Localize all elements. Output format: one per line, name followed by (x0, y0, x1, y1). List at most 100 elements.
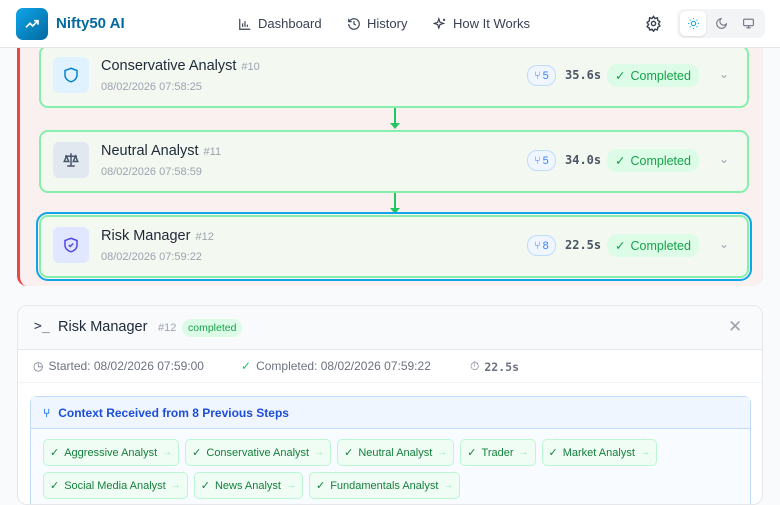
chip-label: News Analyst (214, 479, 281, 492)
terminal-icon: >_ (34, 319, 50, 334)
started-time: ◷ Started: 08/02/2026 07:59:00 (33, 359, 204, 373)
scale-icon (53, 142, 89, 178)
shield-check-icon (53, 227, 89, 263)
check-circle-icon: ✓ (344, 447, 354, 459)
theme-dark-button[interactable] (708, 11, 734, 36)
git-branch-icon: ⑂ (534, 239, 541, 252)
step-card-conservative-analyst[interactable]: Conservative Analyst #10 08/02/2026 07:58… (39, 45, 749, 108)
detail-number: #12 (158, 322, 177, 334)
context-chip[interactable]: ✓ Conservative Analyst → (185, 439, 332, 466)
context-count-badge: ⑂ 8 (527, 235, 556, 256)
status-badge: ✓ Completed (607, 64, 699, 87)
context-chips: ✓ Aggressive Analyst → ✓ Conservative Analys… (31, 429, 750, 504)
chevron-down-icon[interactable]: ⌄ (719, 152, 730, 166)
step-card-risk-manager[interactable]: Risk Manager #12 08/02/2026 07:59:22 ⑂ 8 2… (36, 212, 752, 281)
step-date: 08/02/2026 07:58:59 (101, 166, 202, 178)
gear-icon (646, 15, 661, 33)
check-circle-icon: ✓ (467, 447, 477, 459)
nav-label: How It Works (453, 16, 531, 31)
chip-label: Neutral Analyst (358, 446, 433, 459)
chip-label: Trader (481, 446, 514, 459)
nav-label: History (367, 16, 408, 31)
app-title: Nifty50 AI (56, 15, 125, 32)
flow-arrow (390, 108, 400, 129)
bar-chart-icon (239, 18, 251, 30)
status-badge: ✓ Completed (607, 234, 699, 257)
context-chip[interactable]: ✓ Neutral Analyst → (337, 439, 455, 466)
step-duration: 22.5s (565, 238, 602, 252)
check-circle-icon: ✓ (192, 447, 202, 459)
context-chip[interactable]: ✓ Market Analyst → (541, 439, 657, 466)
check-circle-icon: ✓ (50, 447, 60, 459)
trending-up-icon (25, 19, 39, 28)
theme-light-button[interactable] (680, 11, 706, 36)
moon-icon (715, 17, 727, 29)
detail-header: >_ Risk Manager #12 completed ✕ (18, 306, 762, 350)
clock-icon: ◷ (33, 359, 44, 373)
step-title: Conservative Analyst #10 (101, 58, 260, 74)
nav-label: Dashboard (258, 16, 322, 31)
shield-icon (53, 57, 89, 93)
check-circle-icon: ✓ (241, 359, 252, 373)
monitor-icon (742, 18, 754, 29)
chip-label: Social Media Analyst (64, 479, 166, 492)
status-badge: ✓ Completed (607, 149, 699, 172)
chip-label: Market Analyst (562, 446, 635, 459)
sun-icon (687, 18, 699, 29)
chevron-down-icon[interactable]: ⌄ (719, 67, 730, 81)
duration: ⏱ 22.5s (470, 359, 519, 374)
timer-icon: ⏱ (470, 359, 480, 373)
step-detail-panel: >_ Risk Manager #12 completed ✕ ◷ Started… (17, 305, 763, 505)
chip-label: Aggressive Analyst (64, 446, 158, 459)
step-date: 08/02/2026 07:59:22 (101, 251, 202, 263)
step-card-neutral-analyst[interactable]: Neutral Analyst #11 08/02/2026 07:58:59 ⑂… (39, 130, 749, 193)
git-branch-icon: ⑂ (534, 69, 541, 82)
check-circle-icon: ✓ (548, 447, 558, 459)
context-chip[interactable]: ✓ Social Media Analyst → (43, 472, 188, 499)
nav-how-it-works[interactable]: How It Works (433, 16, 530, 31)
git-branch-icon: ⑂ (534, 154, 541, 167)
history-icon (348, 17, 360, 30)
check-circle-icon: ✓ (615, 69, 626, 83)
context-count-badge: ⑂ 5 (527, 65, 556, 86)
check-circle-icon: ✓ (200, 480, 210, 492)
check-circle-icon: ✓ (615, 239, 626, 253)
context-header: ⑂ Context Received from 8 Previous Steps (31, 397, 750, 429)
context-chip[interactable]: ✓ Aggressive Analyst → (43, 439, 180, 466)
chevron-down-icon[interactable]: ⌄ (719, 237, 730, 251)
step-title: Neutral Analyst #11 (101, 143, 222, 159)
chip-label: Fundamentals Analyst (330, 479, 439, 492)
arrow-right-icon: → (639, 447, 650, 458)
sparkles-icon (433, 16, 446, 30)
context-chip[interactable]: ✓ Fundamentals Analyst → (308, 472, 461, 499)
detail-title: Risk Manager (58, 319, 148, 335)
arrow-right-icon: → (443, 480, 454, 491)
check-circle-icon: ✓ (315, 480, 326, 492)
completed-time: ✓ Completed: 08/02/2026 07:59:22 (241, 359, 431, 373)
context-chip[interactable]: ✓ Trader → (460, 439, 536, 466)
context-chip[interactable]: ✓ News Analyst → (193, 472, 303, 499)
context-box: ⑂ Context Received from 8 Previous Steps … (30, 396, 751, 504)
arrow-right-icon: → (518, 447, 529, 458)
step-title: Risk Manager #12 (101, 228, 214, 244)
theme-system-button[interactable] (735, 11, 761, 36)
step-duration: 34.0s (565, 153, 602, 167)
top-nav: Nifty50 AI Dashboard History How It Work… (0, 0, 780, 48)
chip-label: Conservative Analyst (206, 446, 310, 459)
close-icon[interactable]: ✕ (728, 317, 743, 336)
nav-history[interactable]: History (347, 16, 407, 31)
settings-button[interactable] (645, 15, 662, 37)
detail-meta: ◷ Started: 08/02/2026 07:59:00 ✓ Completed… (18, 350, 762, 383)
step-duration: 35.6s (565, 68, 602, 82)
arrow-right-icon: → (437, 447, 448, 458)
arrow-right-icon: → (170, 480, 181, 491)
check-circle-icon: ✓ (615, 154, 626, 168)
logo[interactable] (16, 8, 48, 40)
arrow-right-icon: → (162, 447, 173, 458)
status-badge: completed (182, 319, 243, 337)
nav-dashboard[interactable]: Dashboard (238, 16, 322, 31)
git-branch-icon: ⑂ (43, 405, 51, 420)
theme-switcher (677, 9, 765, 38)
workflow-steps: Conservative Analyst #10 08/02/2026 07:58… (17, 30, 763, 286)
flow-arrow (390, 193, 400, 214)
